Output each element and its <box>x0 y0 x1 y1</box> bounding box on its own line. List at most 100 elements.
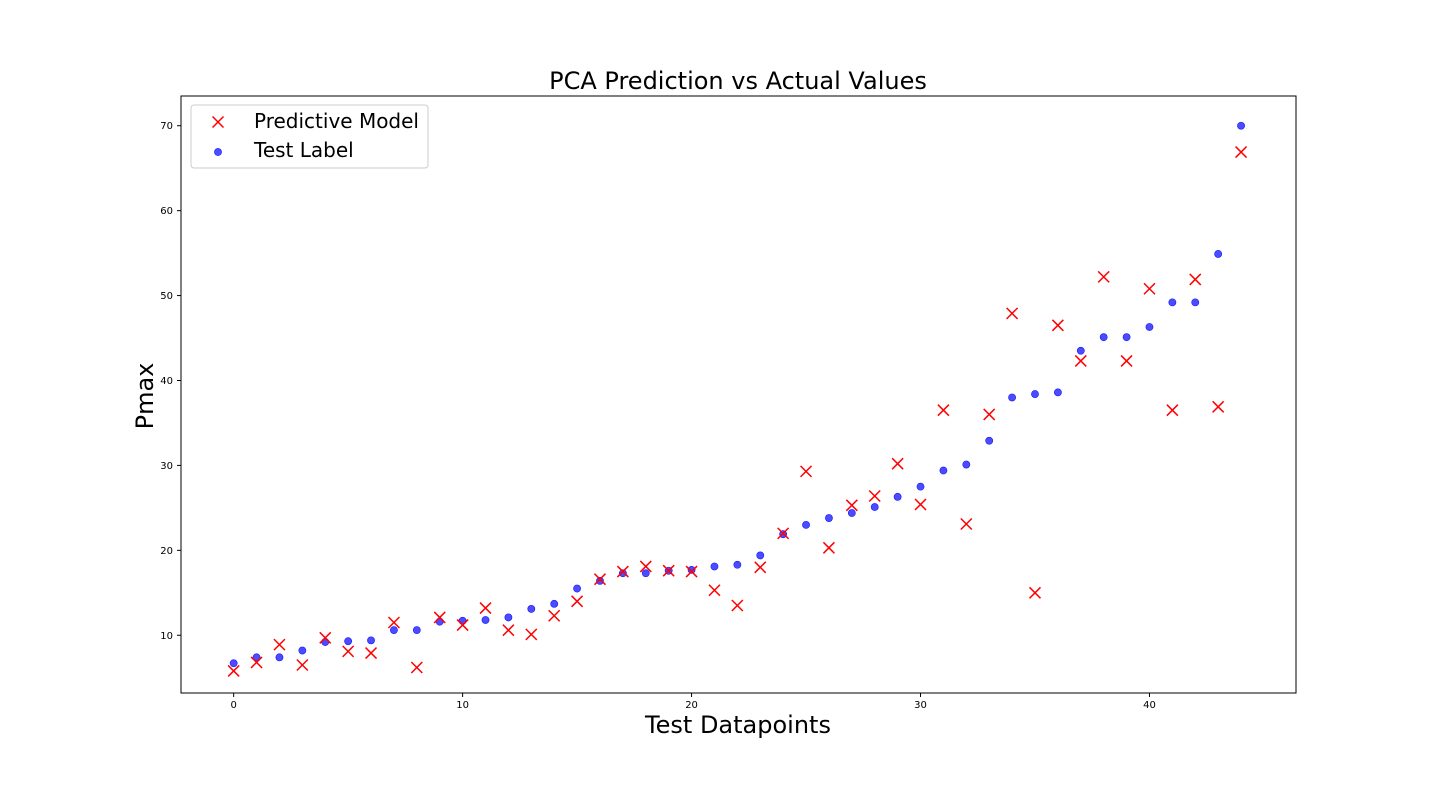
x-tick-label: 20 <box>685 700 698 711</box>
legend-box <box>190 104 429 169</box>
predictive-model-point <box>548 609 561 622</box>
test-label-point <box>916 482 925 491</box>
predictive-model-point <box>1120 354 1133 367</box>
test-label-point <box>618 569 627 578</box>
test-label-point <box>412 626 421 635</box>
test-label-point <box>573 584 581 593</box>
x-tick-label: 0 <box>230 700 236 711</box>
y-tick-label: 30 <box>160 461 173 472</box>
test-label-point <box>229 659 238 668</box>
test-label-point <box>962 460 971 469</box>
predictive-model-point <box>273 638 286 651</box>
legend-label-predictive-model: Predictive Model <box>254 109 419 133</box>
predictive-model-point <box>960 517 973 531</box>
predictive-model-point <box>1028 586 1042 599</box>
test-label-point <box>1168 298 1177 307</box>
predictive-model-point <box>365 647 378 660</box>
test-label-point <box>710 562 719 571</box>
predictive-model-point <box>342 645 355 658</box>
predictive-model-point <box>227 664 240 677</box>
predictive-model-point <box>593 573 607 586</box>
predictive-model-point <box>662 564 675 577</box>
predictive-model-point <box>616 565 629 578</box>
test-label-point <box>1031 390 1039 398</box>
predictive-model-point <box>571 595 584 608</box>
test-label-point <box>298 646 307 655</box>
predictive-model-point <box>1074 354 1087 367</box>
predictive-model-point <box>479 602 492 615</box>
y-tick-label: 10 <box>160 631 173 642</box>
test-label-point <box>1099 333 1108 342</box>
predictive-model-point <box>1051 319 1064 332</box>
test-label-point <box>1122 333 1131 342</box>
predictive-model-point <box>1235 146 1248 159</box>
test-label-point <box>825 514 833 522</box>
predictive-model-point <box>296 658 309 672</box>
test-label-point <box>550 599 559 608</box>
y-tick-label: 50 <box>160 291 173 302</box>
y-tick-label: 20 <box>160 546 173 557</box>
predictive-model-point <box>731 599 744 612</box>
test-label-point <box>1237 121 1245 130</box>
predictive-model-point <box>868 489 881 503</box>
predictive-model-point <box>1189 273 1202 286</box>
test-label-point <box>687 565 696 574</box>
test-label-point <box>733 560 742 569</box>
plot-frame <box>180 95 1297 694</box>
test-label-point <box>641 569 650 578</box>
legend-marker-predictive-model <box>211 115 225 129</box>
predictive-model-point <box>845 499 858 512</box>
predictive-model-point <box>1212 400 1225 413</box>
predictive-model-point <box>983 408 996 421</box>
test-label-point <box>870 503 879 511</box>
test-label-point <box>596 577 604 585</box>
predictive-model-point <box>1143 282 1156 295</box>
test-label-point <box>367 636 375 645</box>
test-label-point <box>1214 250 1223 258</box>
predictive-model-point <box>1006 307 1019 320</box>
chart-title: PCA Prediction vs Actual Values <box>549 67 927 95</box>
test-label-point <box>504 613 513 622</box>
test-label-point <box>1191 298 1200 307</box>
x-axis-label: Test Datapoints <box>644 711 831 739</box>
predictive-model-point <box>502 624 515 637</box>
legend: Predictive Model Test Label <box>190 104 429 169</box>
predictive-model-point <box>777 527 790 540</box>
x-tick-label: 30 <box>914 700 927 711</box>
predictive-model-point <box>250 656 263 669</box>
predictive-model-point <box>1097 270 1110 283</box>
predictive-model-point <box>685 565 698 578</box>
axis-ticks: 0 10 20 30 40 10 20 30 40 50 60 70 <box>160 121 1156 711</box>
test-label-point <box>344 637 353 646</box>
predictive-model-point <box>1166 404 1179 417</box>
y-tick-label: 40 <box>160 376 173 387</box>
test-label-point <box>527 605 536 613</box>
test-label-point <box>275 653 284 662</box>
y-tick-label: 60 <box>160 206 173 217</box>
legend-label-test-label: Test Label <box>253 138 354 162</box>
test-label-point <box>481 616 490 624</box>
predictive-model-point <box>433 611 446 624</box>
test-label-point <box>252 653 261 662</box>
predictive-model-point <box>456 619 469 632</box>
test-label-point <box>893 492 902 501</box>
test-label-point <box>390 626 398 635</box>
test-label-point <box>802 520 810 529</box>
predictive-model-point <box>639 560 652 573</box>
predictive-model-point <box>937 404 950 417</box>
x-tick-label: 10 <box>456 700 469 711</box>
test-label-point <box>1008 393 1016 402</box>
test-label-point <box>1076 346 1085 355</box>
plot-points <box>227 121 1248 677</box>
legend-x-marker <box>211 115 225 129</box>
predictive-model-point <box>891 457 904 470</box>
test-label-point <box>985 436 994 445</box>
y-axis-label: Pmax <box>131 363 159 430</box>
predictive-model-point <box>410 661 423 674</box>
predictive-model-point <box>708 584 721 597</box>
predictive-model-point <box>319 631 332 644</box>
predictive-model-point <box>387 616 400 629</box>
test-label-point <box>756 551 765 560</box>
test-label-point <box>847 509 856 517</box>
